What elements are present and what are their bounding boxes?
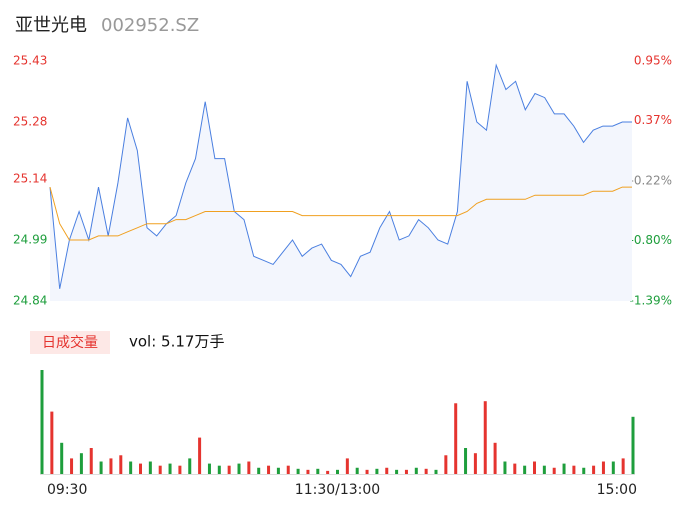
volume-bar: [355, 467, 359, 474]
volume-bar: [424, 468, 428, 474]
y2-tick-label: 0.95%: [634, 54, 672, 68]
volume-bar: [611, 461, 615, 474]
stock-name: 亚世光电: [15, 15, 87, 36]
volume-bar: [286, 465, 290, 474]
volume-summary: vol: 5.17万手: [129, 333, 224, 351]
volume-bar: [523, 465, 527, 474]
volume-bar: [178, 465, 182, 474]
average-line: [49, 186, 632, 241]
volume-bar: [198, 437, 202, 474]
volume-bar: [375, 468, 379, 474]
volume-bar: [99, 461, 103, 474]
volume-bar: [562, 463, 566, 474]
volume-bar: [148, 461, 152, 474]
price-area: [50, 65, 632, 301]
volume-bar: [276, 467, 280, 474]
volume-bar: [316, 468, 320, 474]
volume-bar: [414, 467, 418, 474]
x-tick-label: 15:00: [597, 482, 637, 498]
x-tick-label: 11:30/13:00: [295, 482, 380, 498]
volume-bar: [109, 458, 113, 474]
volume-bar: [434, 469, 438, 474]
y-tick-label: 25.43: [13, 54, 47, 68]
volume-bar: [247, 461, 251, 474]
volume-bar: [168, 463, 172, 474]
volume-label: 日成交量: [42, 334, 98, 351]
volume-bar: [257, 467, 261, 474]
x-tick-label: 09:30: [47, 482, 87, 498]
volume-bar: [513, 463, 517, 474]
volume-bar: [483, 401, 487, 474]
volume-bar: [296, 468, 300, 474]
volume-bar: [601, 461, 605, 474]
volume-bar: [237, 463, 241, 474]
volume-bar: [552, 467, 556, 474]
y-tick-label: 24.84: [13, 294, 47, 308]
volume-bar: [592, 465, 596, 474]
volume-bar: [217, 465, 221, 474]
volume-bar: [385, 467, 389, 474]
volume-bar: [582, 467, 586, 474]
volume-bar: [631, 416, 635, 474]
volume-bar: [40, 370, 44, 474]
volume-bar: [326, 470, 330, 474]
y-tick-label: 25.28: [13, 115, 47, 129]
volume-bar: [345, 458, 349, 474]
y2-tick-label: -0.22%: [630, 174, 672, 188]
volume-bar: [129, 461, 133, 474]
volume-bar: [119, 455, 123, 474]
volume-bar: [139, 463, 142, 474]
volume-bar: [188, 458, 192, 474]
volume-bar: [572, 465, 576, 474]
y2-tick-label: 0.37%: [634, 113, 672, 127]
volume-bar: [50, 411, 54, 474]
volume-bar: [227, 465, 231, 474]
volume-bar: [336, 469, 339, 474]
volume-bar: [464, 448, 468, 474]
y-tick-label: 24.99: [13, 232, 47, 246]
label-bg: [30, 331, 110, 354]
y2-tick-label: -1.39%: [630, 294, 672, 308]
volume-bar: [60, 442, 64, 474]
volume-bar: [493, 442, 497, 474]
volume-bar: [503, 461, 507, 474]
volume-bar: [395, 469, 399, 474]
volume-bar: [533, 461, 536, 474]
volume-bar: [70, 458, 74, 474]
volume-bar: [89, 448, 93, 474]
volume-bar: [621, 458, 625, 474]
volume-bar: [79, 453, 83, 474]
volume-bar: [444, 455, 448, 474]
price-line: [49, 63, 632, 289]
y2-tick-label: -0.80%: [630, 233, 672, 247]
volume-bar: [158, 465, 162, 474]
volume-bar: [454, 403, 458, 474]
volume-bar: [404, 469, 408, 474]
volume-bar: [306, 469, 310, 474]
volume-bar: [473, 453, 477, 474]
volume-bar: [542, 465, 546, 474]
stock-code: 002952.SZ: [101, 15, 199, 36]
volume-bar: [365, 469, 369, 474]
volume-bar: [267, 465, 271, 474]
volume-bar: [207, 463, 211, 474]
y-tick-label: 25.14: [13, 171, 47, 185]
